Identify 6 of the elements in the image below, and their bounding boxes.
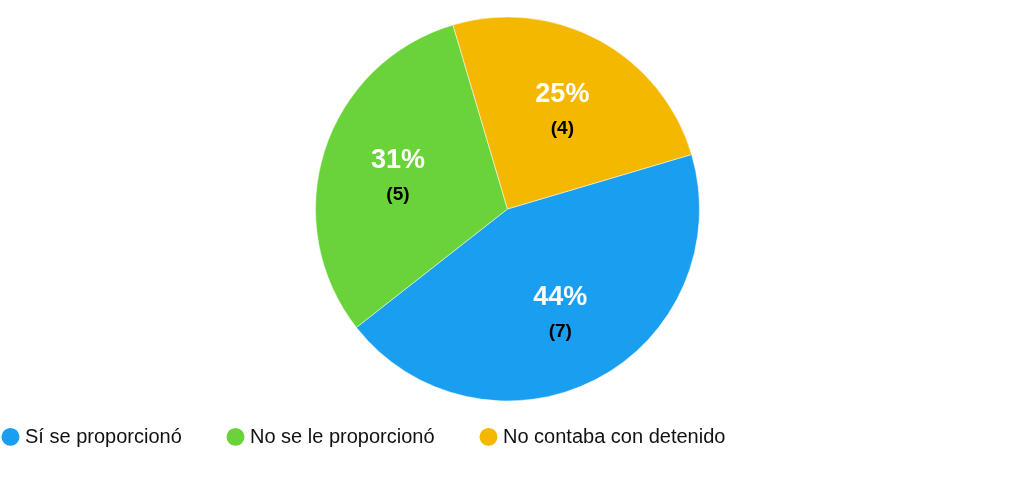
text: 44% (7) [533, 281, 588, 342]
legend-label: No se le proporcionó [250, 424, 435, 447]
text: 31% (5) [370, 144, 425, 205]
legend-label: No contaba con detenido [503, 424, 726, 447]
legend-label: Sí se proporcionó [25, 424, 182, 447]
text: 25% (4) [535, 77, 590, 138]
